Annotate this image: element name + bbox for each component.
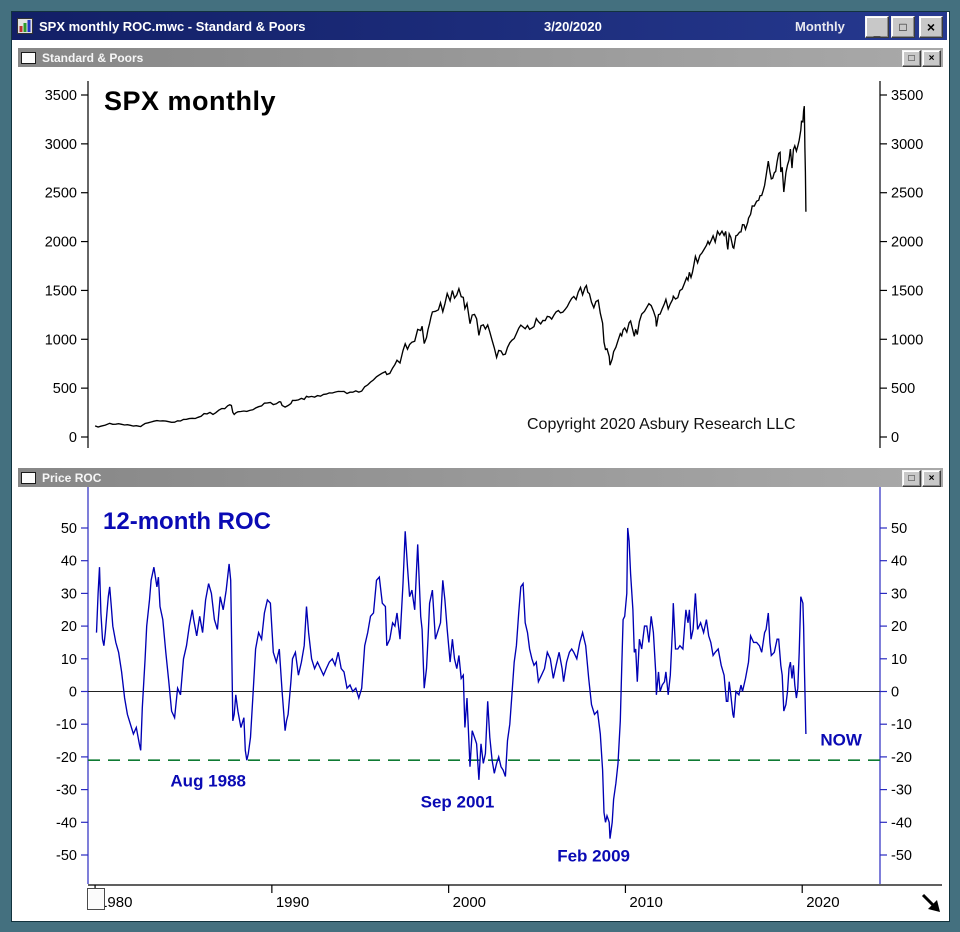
price-panel-titlebar[interactable]: Standard & Poors □ ×	[18, 48, 943, 67]
y-tick-label: 50	[891, 521, 907, 537]
y-tick-label: 0	[69, 685, 77, 701]
y-tick-label: 500	[53, 381, 77, 397]
y-tick-label: -40	[891, 815, 912, 831]
app-icon	[17, 18, 33, 34]
panel-maximize-button[interactable]: □	[902, 470, 921, 487]
y-tick-label: -20	[891, 750, 912, 766]
roc-panel-titlebar[interactable]: Price ROC □ ×	[18, 468, 943, 487]
y-tick-label: 0	[891, 685, 899, 701]
close-icon: ×	[926, 19, 936, 35]
panel-maximize-button[interactable]: □	[902, 50, 921, 67]
y-tick-label: -50	[891, 848, 912, 864]
window-controls: _ □ ×	[863, 16, 943, 38]
periodicity-label[interactable]: Monthly	[795, 18, 845, 34]
y-tick-label: -40	[56, 815, 77, 831]
y-tick-label: -30	[891, 783, 912, 799]
panel-maximize-icon: □	[908, 473, 915, 484]
spx-price-chart-canvas[interactable]: 0 0 500 500 1000 1000 1500 1500 2000 2000 2500 2500…	[18, 67, 943, 466]
annotation-sep-2001: Sep 2001	[421, 793, 495, 812]
y-tick-label: 30	[61, 586, 77, 602]
window-titlebar[interactable]: SPX monthly ROC.mwc - Standard & Poors 3…	[12, 12, 947, 40]
roc-panel-controls: □ ×	[901, 470, 941, 487]
y-tick-label: -10	[56, 717, 77, 733]
panel-close-icon: ×	[928, 53, 935, 64]
y-tick-label: 10	[61, 652, 77, 668]
y-tick-label: 1500	[891, 283, 923, 299]
minimize-button[interactable]: _	[865, 16, 889, 38]
roc-panel-title: Price ROC	[42, 470, 102, 485]
y-tick-label: -20	[56, 750, 77, 766]
maximize-icon: □	[899, 20, 907, 34]
panel-icon	[21, 51, 36, 64]
y-tick-label: 1500	[45, 283, 77, 299]
window-title: SPX monthly ROC.mwc - Standard & Poors	[39, 18, 306, 34]
y-tick-label: 3000	[45, 137, 77, 153]
annotation-aug-1988: Aug 1988	[170, 771, 246, 790]
resize-arrow-head	[928, 900, 940, 912]
roc-series-line	[95, 527, 807, 839]
y-tick-label: 2500	[891, 186, 923, 202]
x-tick-label: 2020	[806, 894, 839, 911]
time-axis-corner-box[interactable]	[87, 888, 105, 910]
resize-handle[interactable]	[920, 892, 948, 918]
y-tick-label: 1000	[45, 332, 77, 348]
spx-series-line	[94, 106, 807, 428]
y-tick-label: 10	[891, 652, 907, 668]
annotation-now: NOW	[820, 731, 863, 750]
y-tick-label: 50	[61, 521, 77, 537]
application-window: SPX monthly ROC.mwc - Standard & Poors 3…	[11, 11, 950, 922]
panel-maximize-icon: □	[908, 53, 915, 64]
y-tick-label: -30	[56, 783, 77, 799]
resize-arrow-shaft	[921, 893, 936, 908]
y-tick-label: 500	[891, 381, 915, 397]
y-tick-label: 3000	[891, 137, 923, 153]
spx-chart-title: SPX monthly	[104, 86, 277, 116]
y-tick-label: 20	[891, 619, 907, 635]
y-tick-label: 40	[891, 554, 907, 570]
x-tick-label: 2000	[453, 894, 486, 911]
y-tick-label: 0	[891, 430, 899, 446]
y-tick-label: -10	[891, 717, 912, 733]
panel-close-icon: ×	[928, 473, 935, 484]
y-tick-label: 20	[61, 619, 77, 635]
x-tick-label: 2010	[629, 894, 662, 911]
roc-chart-title: 12-month ROC	[103, 508, 271, 535]
y-tick-label: -50	[56, 848, 77, 864]
minimize-icon: _	[873, 24, 881, 38]
panel-icon	[21, 471, 36, 484]
y-tick-label: 3500	[891, 88, 923, 104]
roc-chart-canvas[interactable]: 50 50 40 40 30 30 20 20 10 10 0 0 -10 -10 -20 -20 -30 -30…	[18, 487, 943, 884]
y-tick-label: 0	[69, 430, 77, 446]
y-tick-label: 2000	[891, 235, 923, 251]
x-tick-label: 1980	[99, 894, 132, 911]
panel-close-button[interactable]: ×	[922, 470, 941, 487]
copyright-text: Copyright 2020 Asbury Research LLC	[527, 416, 796, 433]
price-panel-controls: □ ×	[901, 50, 941, 67]
annotation-feb-2009: Feb 2009	[557, 847, 630, 866]
time-axis-strip[interactable]: 1980 1990 2000 2010 2020	[18, 884, 943, 914]
window-date: 3/20/2020	[544, 18, 602, 34]
panel-close-button[interactable]: ×	[922, 50, 941, 67]
y-tick-label: 30	[891, 586, 907, 602]
x-tick-label: 1990	[276, 894, 309, 911]
y-tick-label: 3500	[45, 88, 77, 104]
y-tick-label: 2500	[45, 186, 77, 202]
price-panel-title: Standard & Poors	[42, 50, 144, 65]
close-button[interactable]: ×	[919, 16, 943, 38]
maximize-button[interactable]: □	[891, 16, 915, 38]
y-tick-label: 2000	[45, 235, 77, 251]
y-tick-label: 40	[61, 554, 77, 570]
y-tick-label: 1000	[891, 332, 923, 348]
